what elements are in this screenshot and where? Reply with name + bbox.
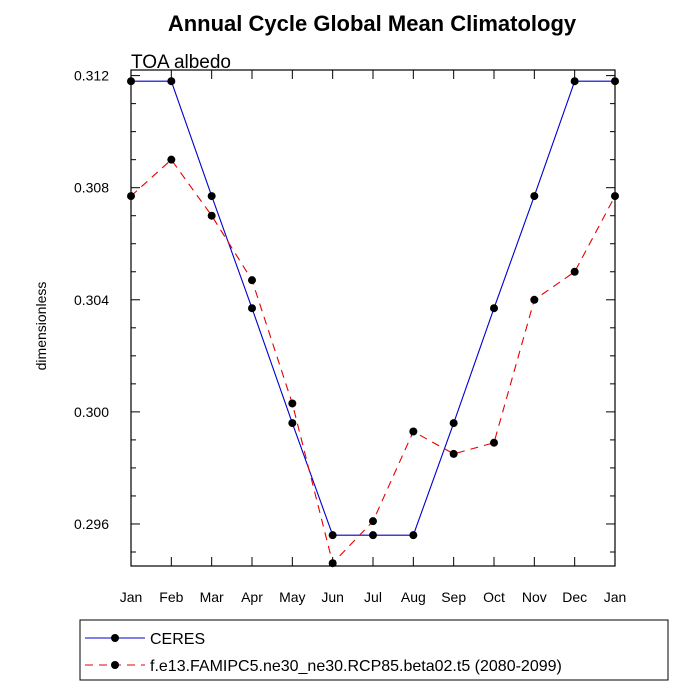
x-tick-label: Jun [321, 589, 344, 605]
series-1-point [490, 438, 498, 447]
series-0-point [248, 304, 256, 313]
legend-label-ceres: CERES [150, 631, 205, 648]
x-tick-label: Jan [604, 589, 627, 605]
series-1-point [127, 192, 135, 201]
series-0-point [167, 77, 176, 86]
series-line-1 [130, 158, 616, 565]
plot-frame [130, 69, 616, 567]
series-line-0 [131, 80, 615, 536]
series-1-point [570, 267, 579, 276]
series-1-point [530, 295, 539, 304]
legend-entry-model: f.e13.FAMIPC5.ne30_ne30.RCP85.beta02.t5 … [85, 658, 562, 675]
series-0-point [611, 77, 619, 86]
y-tick-label: 0.296 [74, 516, 109, 532]
y-tick-label: 0.308 [74, 180, 109, 196]
series-0-point [328, 531, 337, 540]
y-axis-label: dimensionless [33, 282, 49, 371]
series-1-point [167, 155, 176, 164]
x-tick-label: Nov [522, 589, 547, 605]
x-tick-label: Oct [483, 589, 505, 605]
series-1-point [328, 559, 337, 568]
series-0-point [369, 531, 377, 540]
legend-marker-ceres [111, 634, 119, 642]
x-tick-label: Dec [562, 589, 587, 605]
series-1-point [207, 211, 216, 220]
chart-subtitle: TOA albedo [131, 52, 231, 73]
y-tick-label: 0.300 [74, 404, 109, 420]
series-0-point [207, 192, 216, 201]
series-0-point [288, 419, 297, 428]
y-tick-label: 0.312 [74, 68, 109, 84]
x-tick-label: Jul [364, 589, 382, 605]
x-tick-label: Feb [159, 589, 183, 605]
legend-marker-model [111, 661, 119, 669]
series-1-point [369, 517, 377, 526]
series-1-point [611, 192, 619, 201]
legend-label-model: f.e13.FAMIPC5.ne30_ne30.RCP85.beta02.t5 … [150, 658, 562, 675]
series-0-point [570, 77, 579, 86]
series-layer [127, 77, 619, 568]
x-tick-labels: Jan Feb Mar Apr May Jun Jul Aug Sep Oct Nov Dec Jan [120, 589, 627, 605]
series-0-point [490, 304, 498, 313]
x-tick-label: May [279, 589, 305, 605]
legend-entry-ceres: CERES [85, 631, 205, 648]
x-tick-label: Aug [401, 589, 426, 605]
chart-title: Annual Cycle Global Mean Climatology [168, 11, 577, 36]
y-tick-label: 0.304 [74, 292, 109, 308]
series-0-point [530, 192, 539, 201]
series-0-point [449, 419, 458, 428]
x-tick-label: Mar [200, 589, 224, 605]
y-tick-labels: 0.296 0.300 0.304 0.308 0.312 [74, 68, 109, 532]
series-1-point [449, 449, 458, 458]
axis-ticks [130, 70, 616, 566]
series-1-point [409, 427, 418, 436]
legend-box [79, 619, 669, 681]
x-tick-label: Sep [441, 589, 466, 605]
x-tick-label: Apr [241, 589, 263, 605]
series-0-point [127, 77, 135, 86]
x-tick-label: Jan [120, 589, 143, 605]
series-1-point [288, 399, 297, 408]
series-0-point [409, 531, 418, 540]
series-1-point [248, 276, 256, 285]
